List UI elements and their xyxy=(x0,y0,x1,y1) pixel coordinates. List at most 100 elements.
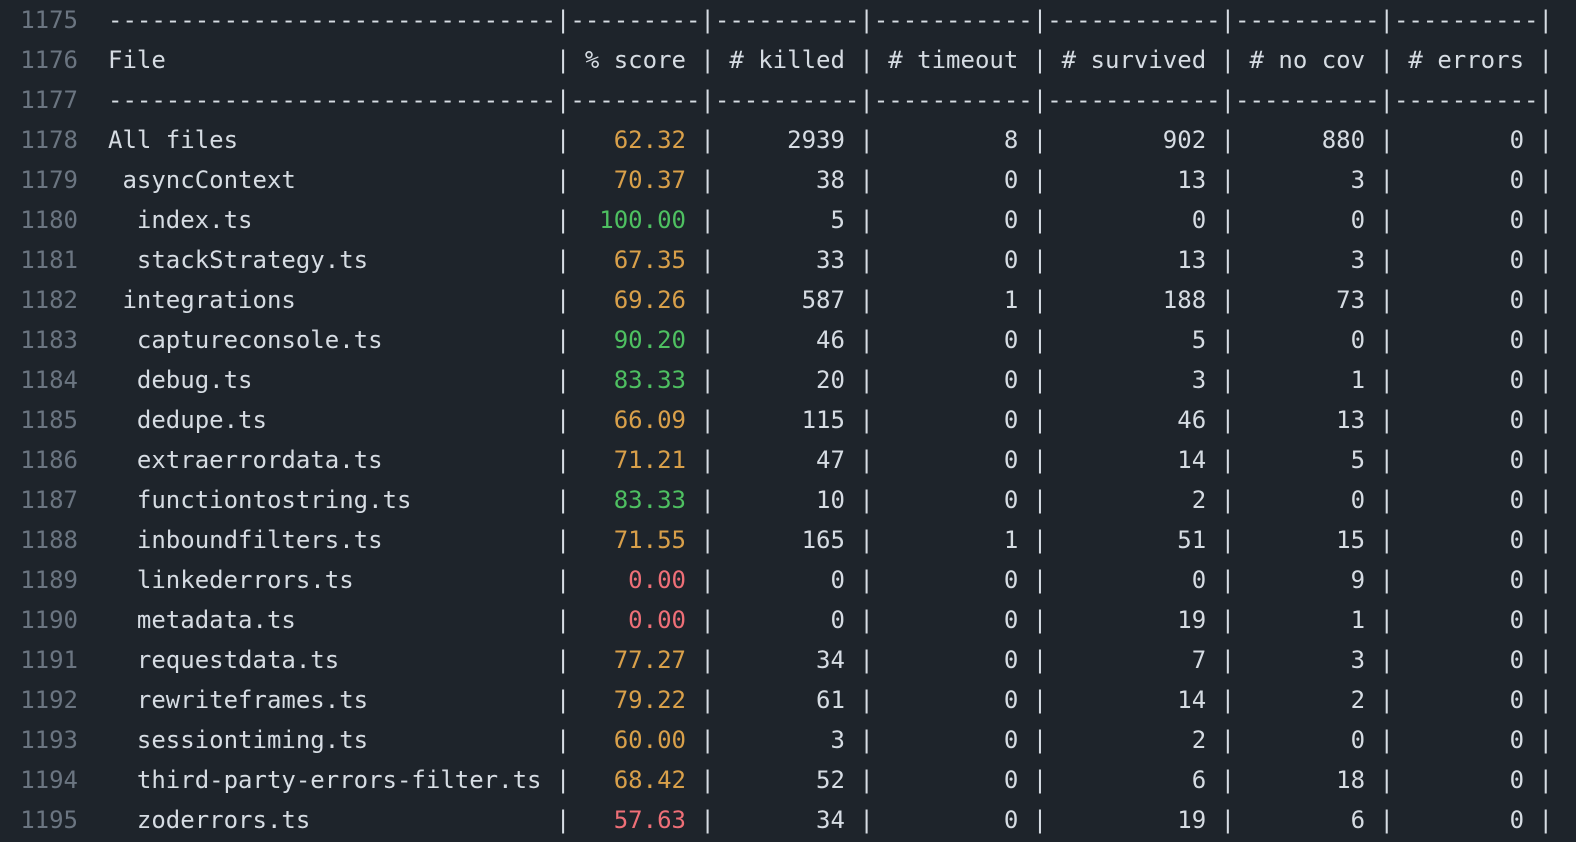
code-line[interactable]: 1180 index.ts | 100.00 | 5 | 0 | 0 | 0 |… xyxy=(0,200,1576,240)
file-name-cell: All files | xyxy=(108,126,571,154)
score-value: 0.00 xyxy=(570,606,686,634)
code-line[interactable]: 1194 third-party-errors-filter.ts | 68.4… xyxy=(0,760,1576,800)
line-number: 1179 xyxy=(20,166,78,194)
score-value: 0.00 xyxy=(570,566,686,594)
score-value: 83.33 xyxy=(570,486,686,514)
line-number: 1195 xyxy=(20,806,78,834)
file-name-cell: requestdata.ts | xyxy=(108,646,571,674)
table-data-line[interactable]: zoderrors.ts | 57.63 | 34 | 0 | 19 | 6 |… xyxy=(108,800,1553,840)
line-number: 1185 xyxy=(20,406,78,434)
code-line[interactable]: 1189 linkederrors.ts | 0.00 | 0 | 0 | 0 … xyxy=(0,560,1576,600)
line-number: 1189 xyxy=(20,566,78,594)
line-number: 1186 xyxy=(20,446,78,474)
code-line[interactable]: 1183 captureconsole.ts | 90.20 | 46 | 0 … xyxy=(0,320,1576,360)
code-line[interactable]: 1187 functiontostring.ts | 83.33 | 10 | … xyxy=(0,480,1576,520)
score-value: 71.21 xyxy=(570,446,686,474)
code-line[interactable]: 1178 All files | 62.32 | 2939 | 8 | 902 |… xyxy=(0,120,1576,160)
table-data-line[interactable]: asyncContext | 70.37 | 38 | 0 | 13 | 3 |… xyxy=(108,160,1553,200)
file-name-cell: index.ts | xyxy=(108,206,571,234)
table-data-line[interactable]: dedupe.ts | 66.09 | 115 | 0 | 46 | 13 | … xyxy=(108,400,1553,440)
table-data-line[interactable]: sessiontiming.ts | 60.00 | 3 | 0 | 2 | 0… xyxy=(108,720,1553,760)
count-cells: | 20 | 0 | 3 | 1 | 0 | xyxy=(685,366,1553,394)
line-number: 1194 xyxy=(20,766,78,794)
table-data-line[interactable]: index.ts | 100.00 | 5 | 0 | 0 | 0 | 0 | xyxy=(108,200,1553,240)
table-data-line[interactable]: functiontostring.ts | 83.33 | 10 | 0 | 2… xyxy=(108,480,1553,520)
score-value: 57.63 xyxy=(570,806,686,834)
file-name-cell: integrations | xyxy=(108,286,571,314)
line-number: 1182 xyxy=(20,286,78,314)
code-line[interactable]: 1179 asyncContext | 70.37 | 38 | 0 | 13 … xyxy=(0,160,1576,200)
code-line[interactable]: 1195 zoderrors.ts | 57.63 | 34 | 0 | 19 … xyxy=(0,800,1576,840)
file-name-cell: functiontostring.ts | xyxy=(108,486,571,514)
score-value: 77.27 xyxy=(570,646,686,674)
file-name-cell: zoderrors.ts | xyxy=(108,806,571,834)
score-value: 60.00 xyxy=(570,726,686,754)
table-data-line[interactable]: stackStrategy.ts | 67.35 | 33 | 0 | 13 |… xyxy=(108,240,1553,280)
count-cells: | 0 | 0 | 19 | 1 | 0 | xyxy=(685,606,1553,634)
code-line[interactable]: 1193 sessiontiming.ts | 60.00 | 3 | 0 | … xyxy=(0,720,1576,760)
score-value: 83.33 xyxy=(570,366,686,394)
code-line[interactable]: 1191 requestdata.ts | 77.27 | 34 | 0 | 7… xyxy=(0,640,1576,680)
count-cells: | 34 | 0 | 7 | 3 | 0 | xyxy=(685,646,1553,674)
code-line[interactable]: 1182 integrations | 69.26 | 587 | 1 | 18… xyxy=(0,280,1576,320)
score-value: 90.20 xyxy=(570,326,686,354)
code-line[interactable]: 1188 inboundfilters.ts | 71.55 | 165 | 1… xyxy=(0,520,1576,560)
score-value: 66.09 xyxy=(570,406,686,434)
score-value: 69.26 xyxy=(570,286,686,314)
table-separator-line[interactable]: -------------------------------|--------… xyxy=(108,86,1553,114)
line-number: 1193 xyxy=(20,726,78,754)
file-name-cell: metadata.ts | xyxy=(108,606,571,634)
score-value: 100.00 xyxy=(570,206,686,234)
file-name-cell: captureconsole.ts | xyxy=(108,326,571,354)
file-name-cell: sessiontiming.ts | xyxy=(108,726,571,754)
count-cells: | 0 | 0 | 0 | 9 | 0 | xyxy=(685,566,1553,594)
table-data-line[interactable]: linkederrors.ts | 0.00 | 0 | 0 | 0 | 9 |… xyxy=(108,560,1553,600)
score-value: 67.35 xyxy=(570,246,686,274)
file-name-cell: asyncContext | xyxy=(108,166,571,194)
file-name-cell: linkederrors.ts | xyxy=(108,566,571,594)
score-value: 62.32 xyxy=(570,126,686,154)
code-line[interactable]: 1185 dedupe.ts | 66.09 | 115 | 0 | 46 | … xyxy=(0,400,1576,440)
line-number: 1181 xyxy=(20,246,78,274)
table-data-line[interactable]: captureconsole.ts | 90.20 | 46 | 0 | 5 |… xyxy=(108,320,1553,360)
file-name-cell: extraerrordata.ts | xyxy=(108,446,571,474)
line-number: 1177 xyxy=(20,86,78,114)
code-line[interactable]: 1190 metadata.ts | 0.00 | 0 | 0 | 19 | 1… xyxy=(0,600,1576,640)
code-line[interactable]: 1175 -------------------------------|----… xyxy=(0,0,1576,40)
line-number: 1180 xyxy=(20,206,78,234)
table-data-line[interactable]: requestdata.ts | 77.27 | 34 | 0 | 7 | 3 … xyxy=(108,640,1553,680)
table-separator-line[interactable]: -------------------------------|--------… xyxy=(108,6,1553,34)
line-number: 1175 xyxy=(20,6,78,34)
count-cells: | 38 | 0 | 13 | 3 | 0 | xyxy=(685,166,1553,194)
table-data-line[interactable]: All files | 62.32 | 2939 | 8 | 902 | 880… xyxy=(108,120,1553,160)
table-data-line[interactable]: debug.ts | 83.33 | 20 | 0 | 3 | 1 | 0 | xyxy=(108,360,1553,400)
code-line[interactable]: 1177 -------------------------------|----… xyxy=(0,80,1576,120)
count-cells: | 10 | 0 | 2 | 0 | 0 | xyxy=(685,486,1553,514)
line-number: 1187 xyxy=(20,486,78,514)
table-data-line[interactable]: extraerrordata.ts | 71.21 | 47 | 0 | 14 … xyxy=(108,440,1553,480)
code-line[interactable]: 1184 debug.ts | 83.33 | 20 | 0 | 3 | 1 |… xyxy=(0,360,1576,400)
count-cells: | 33 | 0 | 13 | 3 | 0 | xyxy=(685,246,1553,274)
code-line[interactable]: 1181 stackStrategy.ts | 67.35 | 33 | 0 |… xyxy=(0,240,1576,280)
count-cells: | 52 | 0 | 6 | 18 | 0 | xyxy=(685,766,1553,794)
line-number: 1190 xyxy=(20,606,78,634)
code-line[interactable]: 1186 extraerrordata.ts | 71.21 | 47 | 0 … xyxy=(0,440,1576,480)
table-data-line[interactable]: metadata.ts | 0.00 | 0 | 0 | 19 | 1 | 0 … xyxy=(108,600,1553,640)
table-data-line[interactable]: third-party-errors-filter.ts | 68.42 | 5… xyxy=(108,760,1553,800)
code-line[interactable]: 1192 rewriteframes.ts | 79.22 | 61 | 0 |… xyxy=(0,680,1576,720)
table-data-line[interactable]: integrations | 69.26 | 587 | 1 | 188 | 7… xyxy=(108,280,1553,320)
table-data-line[interactable]: rewriteframes.ts | 79.22 | 61 | 0 | 14 |… xyxy=(108,680,1553,720)
line-number: 1183 xyxy=(20,326,78,354)
code-line[interactable]: 1176 File | % score | # killed | # timeou… xyxy=(0,40,1576,80)
table-header-line[interactable]: File | % score | # killed | # timeout | … xyxy=(108,46,1553,74)
table-data-line[interactable]: inboundfilters.ts | 71.55 | 165 | 1 | 51… xyxy=(108,520,1553,560)
line-number: 1178 xyxy=(20,126,78,154)
score-value: 68.42 xyxy=(570,766,686,794)
line-number: 1191 xyxy=(20,646,78,674)
count-cells: | 587 | 1 | 188 | 73 | 0 | xyxy=(685,286,1553,314)
count-cells: | 46 | 0 | 5 | 0 | 0 | xyxy=(685,326,1553,354)
score-value: 70.37 xyxy=(570,166,686,194)
count-cells: | 5 | 0 | 0 | 0 | 0 | xyxy=(685,206,1553,234)
file-name-cell: dedupe.ts | xyxy=(108,406,571,434)
